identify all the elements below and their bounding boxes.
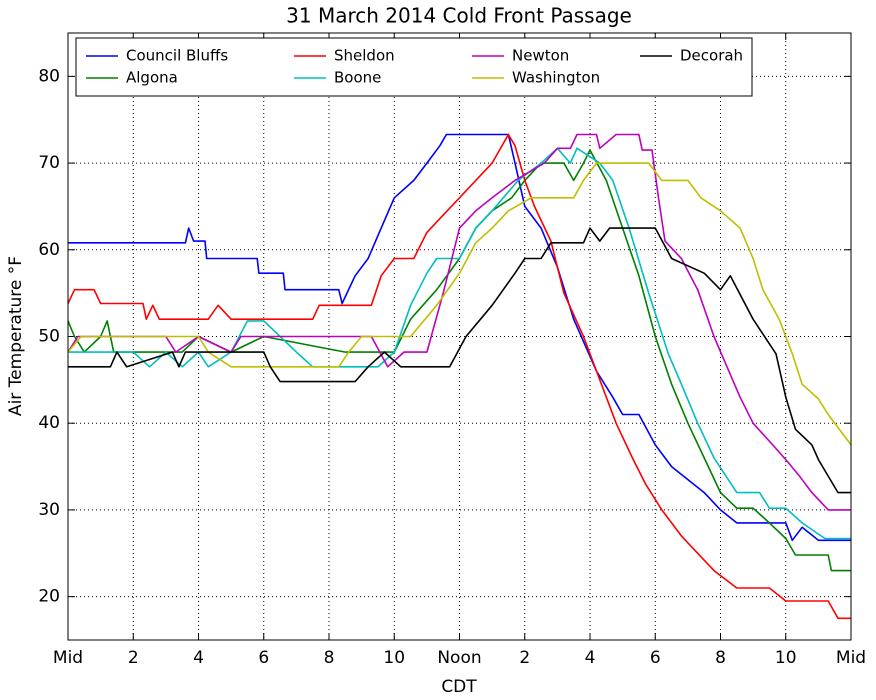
y-axis-label: Air Temperature °F	[6, 256, 26, 416]
x-tick-label: 8	[715, 648, 726, 668]
legend-label: Decorah	[680, 47, 743, 65]
y-tick-label: 30	[38, 500, 60, 520]
x-tick-label: 6	[650, 648, 661, 668]
series-line	[67, 162, 852, 446]
y-tick-label: 60	[38, 240, 60, 260]
x-tick-label: 10	[383, 648, 405, 668]
series-line	[67, 133, 851, 511]
legend-label: Sheldon	[334, 47, 395, 65]
x-tick-label: 4	[585, 648, 596, 668]
y-tick-label: 40	[38, 413, 60, 433]
series-line	[68, 147, 851, 540]
legend-label: Newton	[512, 47, 569, 65]
x-tick-label: Mid	[53, 648, 83, 668]
y-tick-label: 20	[38, 587, 60, 607]
chart-title: 31 March 2014 Cold Front Passage	[286, 4, 632, 28]
x-tick-label: 8	[324, 648, 335, 668]
y-tick-label: 80	[38, 66, 60, 86]
x-tick-label: 2	[519, 648, 530, 668]
series-line	[68, 133, 851, 542]
series-line	[67, 133, 851, 620]
x-tick-label: 10	[775, 648, 797, 668]
series-line	[68, 227, 851, 494]
x-tick-label: Mid	[836, 648, 866, 668]
x-tick-label: Noon	[437, 648, 481, 668]
x-tick-label: 6	[258, 648, 269, 668]
legend-label: Boone	[334, 69, 381, 87]
legend-label: Washington	[512, 69, 600, 87]
x-tick-label: 2	[128, 648, 139, 668]
y-tick-label: 70	[38, 153, 60, 173]
legend-box	[75, 37, 753, 97]
series-line	[67, 149, 851, 572]
plot-frame	[67, 32, 852, 641]
legend-label: Algona	[126, 69, 178, 87]
x-axis-label: CDT	[441, 677, 477, 697]
legend-label: Council Bluffs	[126, 47, 228, 65]
y-tick-label: 50	[38, 327, 60, 347]
x-tick-label: 4	[193, 648, 204, 668]
